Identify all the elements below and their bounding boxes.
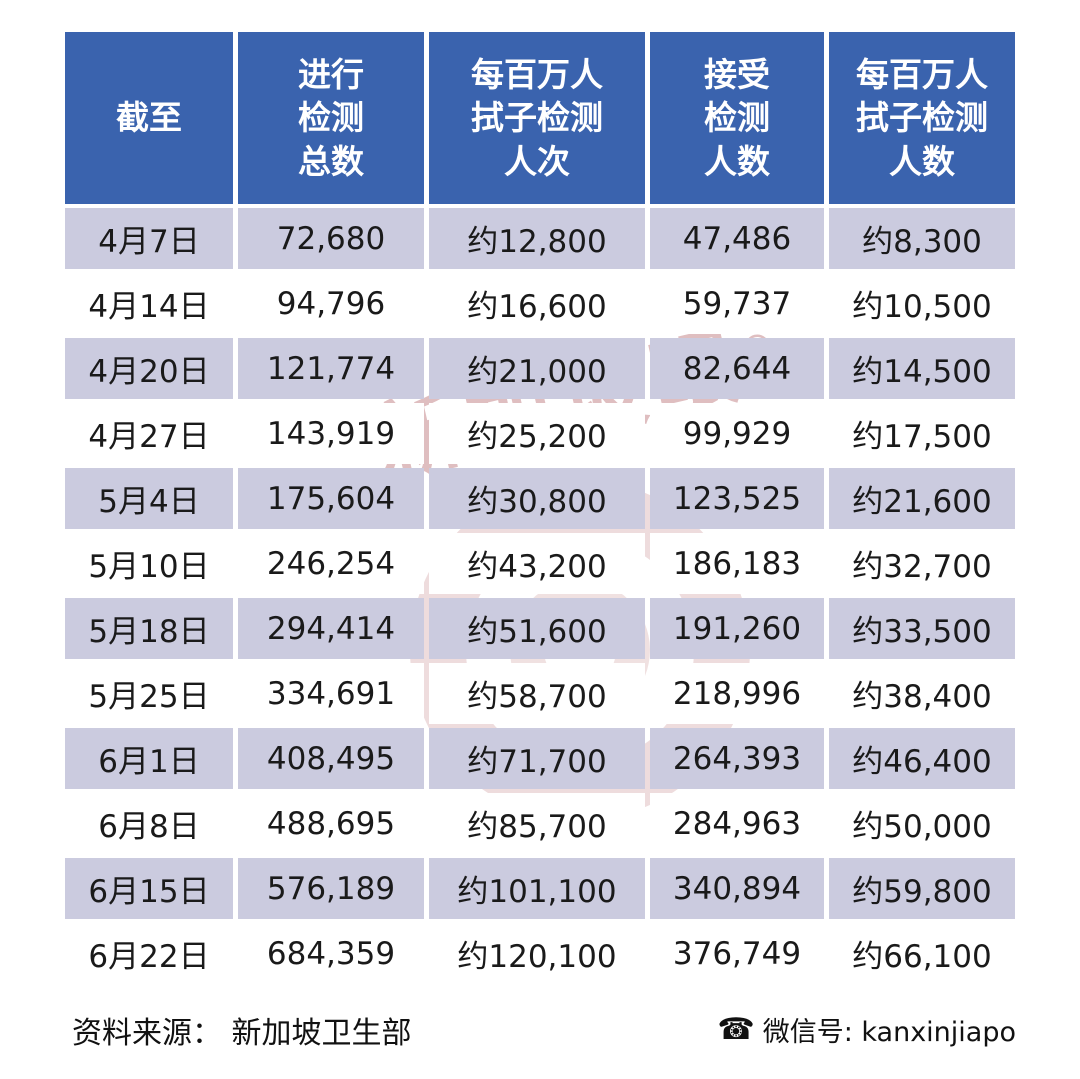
date-cell: 6月1日	[65, 728, 233, 789]
value-cell: 约71,700	[429, 728, 645, 789]
value-cell: 186,183	[650, 533, 824, 594]
value-cell: 340,894	[650, 858, 824, 919]
header-cell-people-tested: 接受 检测 人数	[650, 32, 824, 204]
value-cell: 59,737	[650, 273, 824, 334]
wechat-id: 微信号: kanxinjiapo	[762, 1017, 1016, 1048]
date-cell: 5月4日	[65, 468, 233, 529]
value-cell: 约16,600	[429, 273, 645, 334]
value-cell: 约33,500	[829, 598, 1015, 659]
wechat-phone-icon: ☎	[717, 1011, 755, 1047]
date-cell: 6月22日	[65, 923, 233, 984]
value-cell: 488,695	[238, 793, 424, 854]
value-cell: 684,359	[238, 923, 424, 984]
table-row: 4月20日 121,774 约21,000 82,644 约14,500	[65, 338, 1015, 399]
testing-data-table: 截至 进行 检测 总数 每百万人 拭子检测 人次 接受 检测 人数 每百万人 拭…	[60, 28, 1020, 988]
table-row: 5月10日 246,254 约43,200 186,183 约32,700	[65, 533, 1015, 594]
value-cell: 约14,500	[829, 338, 1015, 399]
value-cell: 约120,100	[429, 923, 645, 984]
value-cell: 约30,800	[429, 468, 645, 529]
value-cell: 约21,600	[829, 468, 1015, 529]
header-cell-people-per-million: 每百万人 拭子检测 人数	[829, 32, 1015, 204]
value-cell: 约85,700	[429, 793, 645, 854]
table-row: 4月14日 94,796 约16,600 59,737 约10,500	[65, 273, 1015, 334]
value-cell: 82,644	[650, 338, 824, 399]
value-cell: 72,680	[238, 208, 424, 269]
header-cell-as-of: 截至	[65, 32, 233, 204]
value-cell: 218,996	[650, 663, 824, 724]
source-note: 资料来源： 新加坡卫生部	[72, 1016, 412, 1051]
table-row: 6月15日 576,189 约101,100 340,894 约59,800	[65, 858, 1015, 919]
date-cell: 4月20日	[65, 338, 233, 399]
table-header-row: 截至 进行 检测 总数 每百万人 拭子检测 人次 接受 检测 人数 每百万人 拭…	[65, 32, 1015, 204]
value-cell: 约10,500	[829, 273, 1015, 334]
table-row: 4月7日 72,680 约12,800 47,486 约8,300	[65, 208, 1015, 269]
value-cell: 约66,100	[829, 923, 1015, 984]
value-cell: 334,691	[238, 663, 424, 724]
value-cell: 121,774	[238, 338, 424, 399]
table-row: 6月8日 488,695 约85,700 284,963 约50,000	[65, 793, 1015, 854]
value-cell: 约32,700	[829, 533, 1015, 594]
value-cell: 约25,200	[429, 403, 645, 464]
value-cell: 约38,400	[829, 663, 1015, 724]
value-cell: 99,929	[650, 403, 824, 464]
value-cell: 175,604	[238, 468, 424, 529]
table-row: 6月22日 684,359 约120,100 376,749 约66,100	[65, 923, 1015, 984]
value-cell: 约51,600	[429, 598, 645, 659]
value-cell: 376,749	[650, 923, 824, 984]
date-cell: 4月14日	[65, 273, 233, 334]
value-cell: 408,495	[238, 728, 424, 789]
value-cell: 约50,000	[829, 793, 1015, 854]
value-cell: 约46,400	[829, 728, 1015, 789]
value-cell: 47,486	[650, 208, 824, 269]
date-cell: 5月18日	[65, 598, 233, 659]
value-cell: 94,796	[238, 273, 424, 334]
table-row: 5月4日 175,604 约30,800 123,525 约21,600	[65, 468, 1015, 529]
header-cell-total-tests: 进行 检测 总数	[238, 32, 424, 204]
value-cell: 约12,800	[429, 208, 645, 269]
value-cell: 约101,100	[429, 858, 645, 919]
value-cell: 246,254	[238, 533, 424, 594]
date-cell: 4月7日	[65, 208, 233, 269]
value-cell: 284,963	[650, 793, 824, 854]
value-cell: 294,414	[238, 598, 424, 659]
value-cell: 576,189	[238, 858, 424, 919]
table-row: 5月18日 294,414 约51,600 191,260 约33,500	[65, 598, 1015, 659]
value-cell: 143,919	[238, 403, 424, 464]
date-cell: 5月25日	[65, 663, 233, 724]
value-cell: 264,393	[650, 728, 824, 789]
wechat-badge: ☎ 微信号: kanxinjiapo	[717, 1010, 1016, 1049]
date-cell: 5月10日	[65, 533, 233, 594]
value-cell: 123,525	[650, 468, 824, 529]
value-cell: 约21,000	[429, 338, 645, 399]
date-cell: 6月15日	[65, 858, 233, 919]
table-row: 6月1日 408,495 约71,700 264,393 约46,400	[65, 728, 1015, 789]
value-cell: 约8,300	[829, 208, 1015, 269]
table-row: 5月25日 334,691 约58,700 218,996 约38,400	[65, 663, 1015, 724]
value-cell: 约43,200	[429, 533, 645, 594]
header-cell-swabs-per-million: 每百万人 拭子检测 人次	[429, 32, 645, 204]
value-cell: 约59,800	[829, 858, 1015, 919]
date-cell: 4月27日	[65, 403, 233, 464]
value-cell: 约58,700	[429, 663, 645, 724]
value-cell: 191,260	[650, 598, 824, 659]
date-cell: 6月8日	[65, 793, 233, 854]
table-row: 4月27日 143,919 约25,200 99,929 约17,500	[65, 403, 1015, 464]
value-cell: 约17,500	[829, 403, 1015, 464]
